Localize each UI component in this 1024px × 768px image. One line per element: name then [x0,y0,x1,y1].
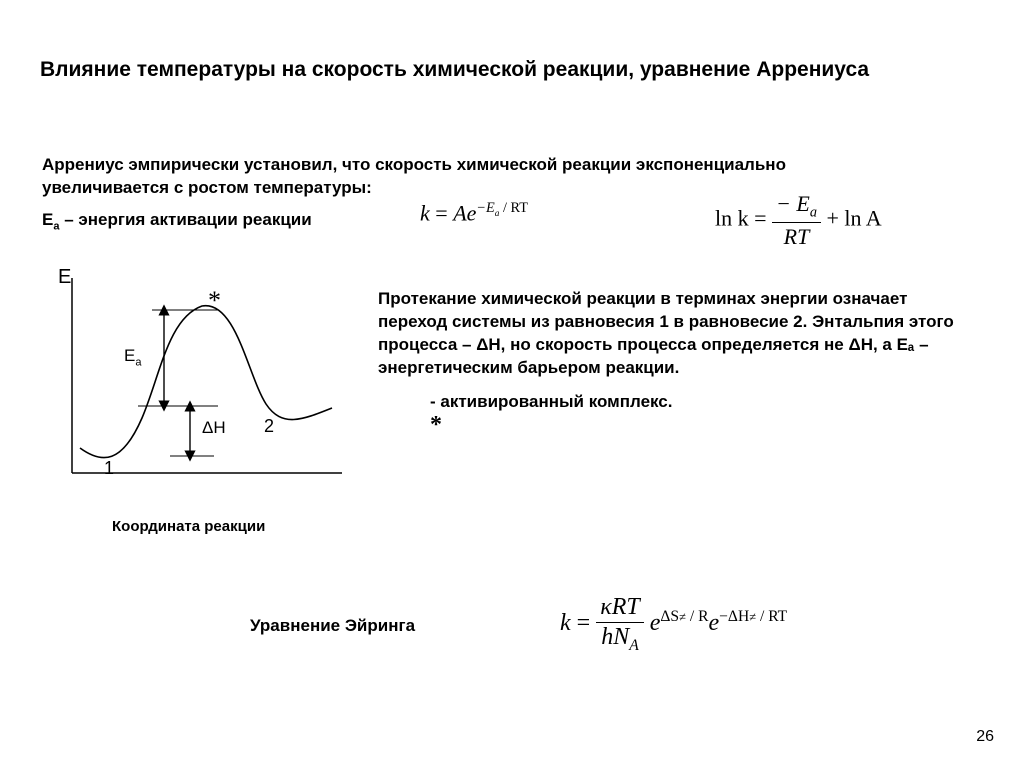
ea-definition: Ea – энергия активации реакции [42,210,312,232]
diagram-asterisk: * [208,286,221,316]
equation-arrhenius-ln: ln k = − Ea RT + ln A [715,192,882,248]
diagram-state2: 2 [264,416,274,437]
page-number: 26 [976,728,994,746]
diagram-state1: 1 [104,458,114,479]
slide-title: Влияние температуры на скорость химическ… [40,58,1000,82]
asterisk-icon: * [430,412,442,439]
eyring-equation-label: Уравнение Эйринга [250,616,415,636]
energy-diagram-svg [42,258,352,498]
equation-arrhenius-exp: k = Ae−Ea / RT [420,200,528,226]
paragraph-explanation: Протекание химической реакции в терминах… [378,288,978,380]
activated-complex-label: - активированный комплекс. [430,392,672,412]
diagram-dh-label: ΔH [202,418,226,438]
equation-eyring: k = κRT hNA eΔS≠ / Re−ΔH≠ / RT [560,595,787,654]
diagram-y-label: E [58,266,71,289]
energy-diagram: E * Ea ΔH 2 1 [42,258,352,513]
diagram-x-label: Координата реакции [112,518,265,535]
diagram-ea-label: Ea [124,346,141,368]
